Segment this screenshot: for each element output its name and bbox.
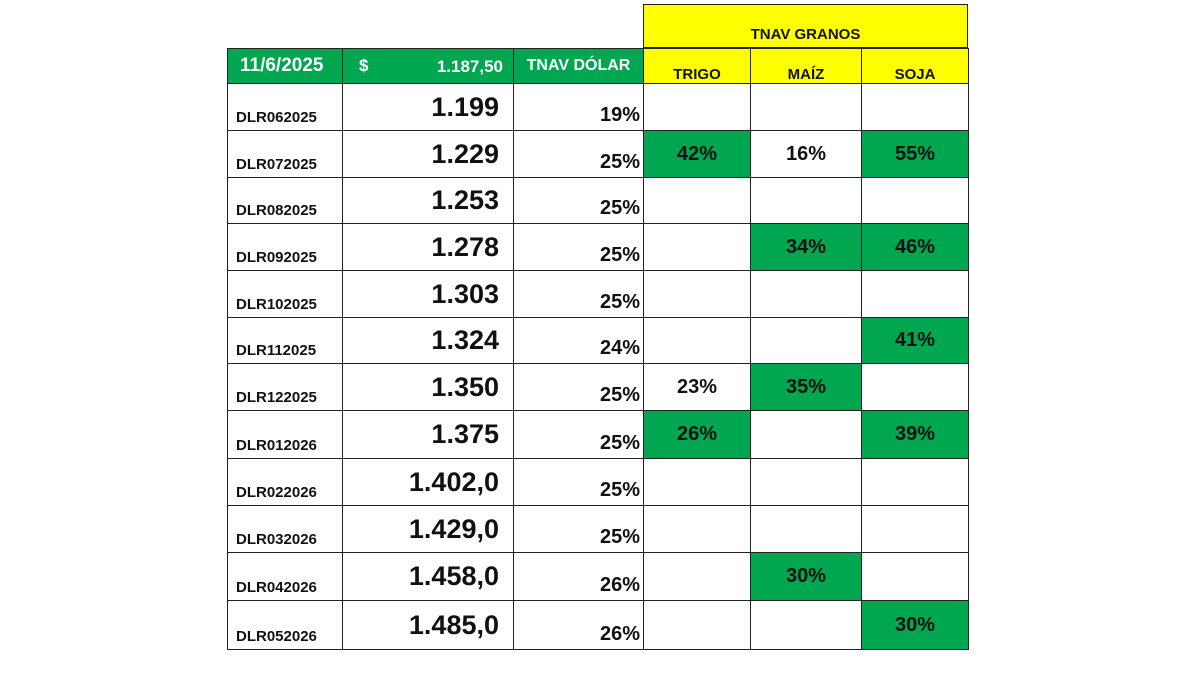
contract-cell: DLR122025	[227, 363, 343, 411]
tnav-dolar-cell: 19%	[513, 83, 644, 131]
price-cell: 1.402,0	[342, 458, 514, 506]
date-header: 11/6/2025	[227, 48, 343, 84]
contract-cell: DLR062025	[227, 83, 343, 131]
maiz-cell: 35%	[750, 363, 862, 411]
maiz-cell	[750, 505, 862, 553]
price-cell: 1.199	[342, 83, 514, 131]
contract-cell: DLR072025	[227, 130, 343, 178]
soja-cell	[861, 552, 969, 601]
price-cell: 1.324	[342, 317, 514, 364]
table-row: DLR012026 1.375 25% 26% 39%	[227, 410, 969, 459]
table-row: DLR082025 1.253 25%	[227, 177, 969, 224]
maiz-cell	[750, 458, 862, 506]
price-cell: 1.375	[342, 410, 514, 459]
rates-table: 11/6/2025 $ 1.187,50 TNAV DÓLAR TRIGO MA…	[227, 48, 969, 650]
tnav-dolar-cell: 25%	[513, 363, 644, 411]
contract-cell: DLR052026	[227, 600, 343, 650]
price-cell: 1.303	[342, 270, 514, 318]
maiz-cell: 30%	[750, 552, 862, 601]
contract-cell: DLR082025	[227, 177, 343, 224]
maiz-cell	[750, 317, 862, 364]
table-row: DLR112025 1.324 24% 41%	[227, 317, 969, 364]
trigo-header: TRIGO	[643, 48, 751, 84]
soja-cell: 46%	[861, 223, 969, 271]
contract-cell: DLR102025	[227, 270, 343, 318]
trigo-cell	[643, 600, 751, 650]
table-row: DLR092025 1.278 25% 34% 46%	[227, 223, 969, 271]
contract-cell: DLR032026	[227, 505, 343, 553]
trigo-cell: 26%	[643, 410, 751, 459]
contract-cell: DLR092025	[227, 223, 343, 271]
soja-cell: 39%	[861, 410, 969, 459]
trigo-cell: 23%	[643, 363, 751, 411]
currency-symbol: $	[359, 56, 369, 75]
soja-cell: 55%	[861, 130, 969, 178]
table-row: DLR042026 1.458,0 26% 30%	[227, 552, 969, 601]
soja-cell	[861, 177, 969, 224]
soja-cell	[861, 83, 969, 131]
contract-cell: DLR112025	[227, 317, 343, 364]
table-row: DLR122025 1.350 25% 23% 35%	[227, 363, 969, 411]
tnav-dolar-cell: 25%	[513, 410, 644, 459]
trigo-cell	[643, 83, 751, 131]
contract-cell: DLR012026	[227, 410, 343, 459]
soja-cell	[861, 270, 969, 318]
maiz-cell: 16%	[750, 130, 862, 178]
tnav-dolar-cell: 25%	[513, 177, 644, 224]
trigo-cell	[643, 505, 751, 553]
trigo-cell	[643, 223, 751, 271]
spot-value: 1.187,50	[436, 57, 503, 76]
table-row: DLR062025 1.199 19%	[227, 83, 969, 131]
table-row: DLR022026 1.402,0 25%	[227, 458, 969, 506]
soja-header: SOJA	[861, 48, 969, 84]
tnav-dolar-cell: 26%	[513, 552, 644, 601]
contract-cell: DLR042026	[227, 552, 343, 601]
maiz-cell: 34%	[750, 223, 862, 271]
maiz-cell	[750, 600, 862, 650]
price-cell: 1.229	[342, 130, 514, 178]
trigo-cell: 42%	[643, 130, 751, 178]
tnav-granos-header: TNAV GRANOS	[643, 4, 968, 48]
maiz-cell	[750, 410, 862, 459]
maiz-cell	[750, 83, 862, 131]
spot-header: $ 1.187,50	[342, 48, 514, 84]
maiz-header: MAÍZ	[750, 48, 862, 84]
trigo-cell	[643, 317, 751, 364]
price-cell: 1.253	[342, 177, 514, 224]
tnav-dolar-cell: 25%	[513, 130, 644, 178]
soja-cell	[861, 363, 969, 411]
maiz-cell	[750, 177, 862, 224]
tnav-dolar-cell: 25%	[513, 223, 644, 271]
price-cell: 1.350	[342, 363, 514, 411]
soja-cell: 30%	[861, 600, 969, 650]
table-row: DLR052026 1.485,0 26% 30%	[227, 600, 969, 650]
maiz-cell	[750, 270, 862, 318]
table-row: DLR072025 1.229 25% 42% 16% 55%	[227, 130, 969, 178]
table-row: DLR102025 1.303 25%	[227, 270, 969, 318]
soja-cell: 41%	[861, 317, 969, 364]
tnav-dolar-cell: 26%	[513, 600, 644, 650]
table-row: DLR032026 1.429,0 25%	[227, 505, 969, 553]
trigo-cell	[643, 552, 751, 601]
price-cell: 1.278	[342, 223, 514, 271]
trigo-cell	[643, 177, 751, 224]
tnav-dolar-cell: 25%	[513, 505, 644, 553]
tnav-dolar-header: TNAV DÓLAR	[513, 48, 644, 84]
contract-cell: DLR022026	[227, 458, 343, 506]
soja-cell	[861, 458, 969, 506]
price-cell: 1.458,0	[342, 552, 514, 601]
header-row: 11/6/2025 $ 1.187,50 TNAV DÓLAR TRIGO MA…	[227, 48, 969, 84]
soja-cell	[861, 505, 969, 553]
price-cell: 1.429,0	[342, 505, 514, 553]
price-cell: 1.485,0	[342, 600, 514, 650]
tnav-dolar-cell: 24%	[513, 317, 644, 364]
tnav-dolar-cell: 25%	[513, 458, 644, 506]
trigo-cell	[643, 270, 751, 318]
tnav-dolar-cell: 25%	[513, 270, 644, 318]
trigo-cell	[643, 458, 751, 506]
